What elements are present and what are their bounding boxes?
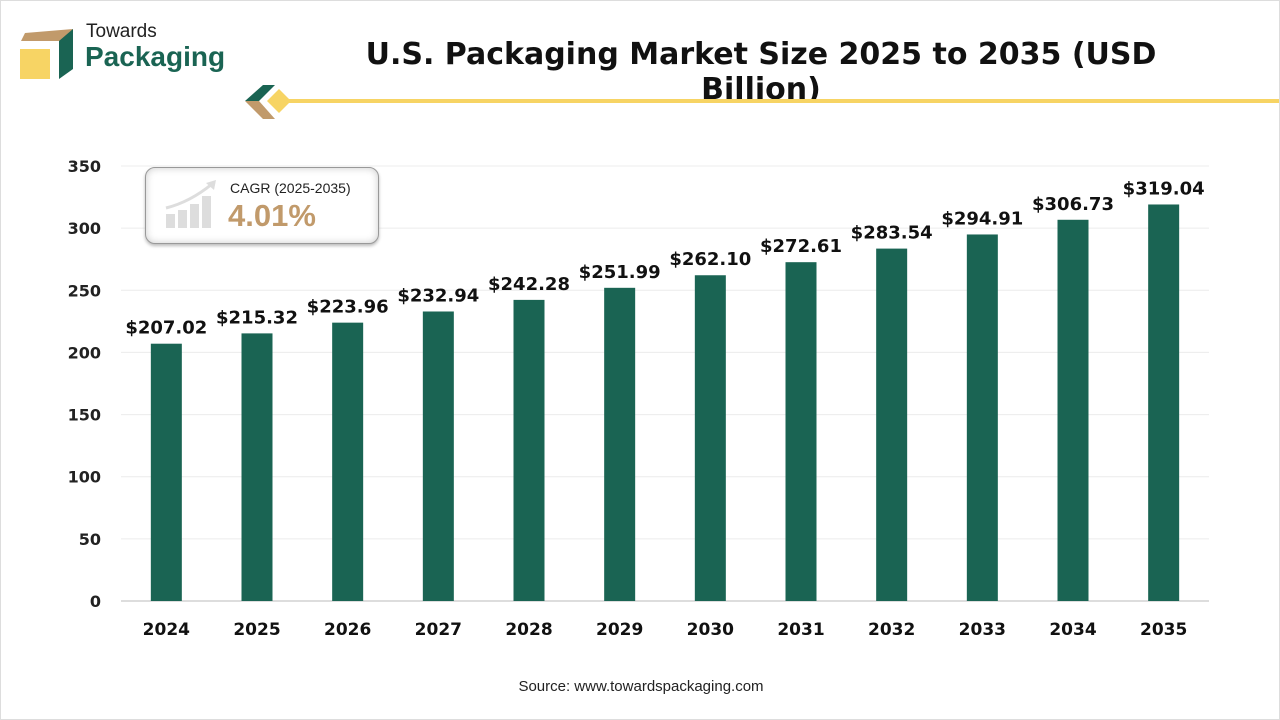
bar-2033 xyxy=(966,234,998,601)
x-tick-label: 2029 xyxy=(596,620,643,640)
bar-2029 xyxy=(604,287,636,601)
x-tick-label: 2025 xyxy=(233,620,280,640)
data-label: $207.02 xyxy=(125,318,207,339)
brand-line1: Towards xyxy=(86,21,157,42)
bar-2035 xyxy=(1148,204,1180,601)
cagr-label: CAGR (2025-2035) xyxy=(230,180,351,196)
bar-2025 xyxy=(241,333,273,601)
x-tick-label: 2033 xyxy=(959,620,1006,640)
data-label: $283.54 xyxy=(851,223,933,244)
y-tick-label: 0 xyxy=(90,592,101,611)
bar-2032 xyxy=(876,248,908,601)
data-label: $319.04 xyxy=(1123,178,1205,199)
bar-2028 xyxy=(513,299,545,601)
cagr-box: CAGR (2025-2035) 4.01% xyxy=(145,167,379,244)
x-tick-label: 2030 xyxy=(687,620,734,640)
x-tick-label: 2034 xyxy=(1049,620,1096,640)
y-tick-label: 250 xyxy=(68,281,101,300)
growth-chart-icon xyxy=(165,180,216,228)
x-tick-label: 2035 xyxy=(1140,620,1187,640)
data-label: $294.91 xyxy=(941,208,1023,229)
bar-2031 xyxy=(785,262,817,601)
x-tick-label: 2031 xyxy=(777,620,824,640)
data-label: $223.96 xyxy=(307,297,389,318)
brand-line2: Packaging xyxy=(85,41,226,72)
data-label: $215.32 xyxy=(216,307,298,328)
source-note: Source: www.towardspackaging.com xyxy=(518,678,764,695)
data-label: $262.10 xyxy=(669,249,751,270)
x-tick-label: 2024 xyxy=(143,620,190,640)
title-underline-decoration xyxy=(245,85,1279,119)
x-tick-label: 2028 xyxy=(505,620,552,640)
data-label: $242.28 xyxy=(488,274,570,295)
x-tick-label: 2026 xyxy=(324,620,371,640)
y-tick-label: 200 xyxy=(68,343,101,362)
x-tick-label: 2032 xyxy=(868,620,915,640)
y-tick-label: 50 xyxy=(79,530,101,549)
y-tick-label: 150 xyxy=(68,406,101,425)
bar-2024 xyxy=(150,343,182,601)
cagr-value: 4.01% xyxy=(228,198,316,233)
y-tick-label: 100 xyxy=(68,468,101,487)
bar-2034 xyxy=(1057,219,1089,601)
data-label: $232.94 xyxy=(397,285,479,306)
bar-2026 xyxy=(332,322,364,601)
data-label: $251.99 xyxy=(579,262,661,283)
bar-2030 xyxy=(694,275,726,601)
bar-2027 xyxy=(422,311,454,601)
x-tick-label: 2027 xyxy=(415,620,462,640)
logo-icon xyxy=(20,29,73,79)
data-label: $272.61 xyxy=(760,236,842,257)
y-tick-label: 300 xyxy=(68,219,101,238)
y-tick-label: 350 xyxy=(68,157,101,176)
data-label: $306.73 xyxy=(1032,194,1114,215)
